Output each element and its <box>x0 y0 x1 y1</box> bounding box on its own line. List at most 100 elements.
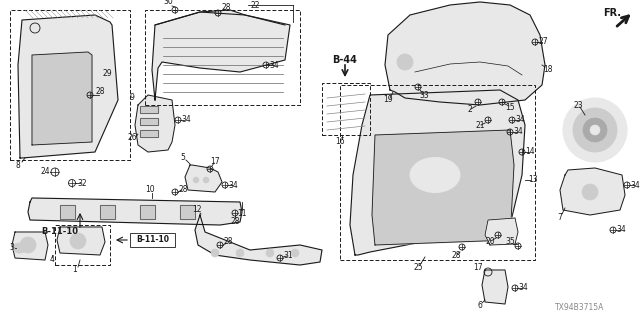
Circle shape <box>573 108 617 152</box>
Text: 18: 18 <box>543 66 553 75</box>
Ellipse shape <box>13 243 27 253</box>
Polygon shape <box>32 52 92 145</box>
FancyBboxPatch shape <box>130 233 175 247</box>
Polygon shape <box>350 90 525 255</box>
Text: 28: 28 <box>451 251 461 260</box>
Bar <box>140 205 155 219</box>
Text: 30: 30 <box>163 0 173 6</box>
Polygon shape <box>385 2 545 105</box>
Text: 33: 33 <box>419 91 429 100</box>
Text: 9: 9 <box>129 93 134 102</box>
Circle shape <box>236 249 244 257</box>
Bar <box>10 10 130 160</box>
Circle shape <box>70 233 86 249</box>
Text: FR.: FR. <box>603 8 621 18</box>
Circle shape <box>563 98 627 162</box>
Circle shape <box>211 249 219 257</box>
Text: 1: 1 <box>72 266 77 275</box>
Text: TX94B3715A: TX94B3715A <box>556 303 605 313</box>
Bar <box>322 83 370 135</box>
Text: 34: 34 <box>515 116 525 124</box>
Polygon shape <box>372 130 514 245</box>
Text: 14: 14 <box>525 148 535 156</box>
Text: B-11-10: B-11-10 <box>136 236 170 244</box>
Text: 32: 32 <box>77 179 87 188</box>
Text: 17: 17 <box>473 263 483 273</box>
Text: 4: 4 <box>49 255 54 265</box>
Bar <box>180 205 195 219</box>
Bar <box>140 130 158 137</box>
Bar <box>60 205 75 219</box>
Text: 16: 16 <box>335 138 345 147</box>
Text: B-44: B-44 <box>333 55 357 65</box>
Text: 17: 17 <box>210 156 220 165</box>
Text: 11: 11 <box>237 209 247 218</box>
Text: 12: 12 <box>192 205 202 214</box>
Text: 34: 34 <box>616 226 626 235</box>
Circle shape <box>266 249 274 257</box>
Circle shape <box>590 125 600 135</box>
Text: 34: 34 <box>518 284 528 292</box>
Text: 2: 2 <box>468 106 472 115</box>
Text: 23: 23 <box>573 100 583 109</box>
Text: 26: 26 <box>127 132 137 141</box>
Bar <box>140 130 158 137</box>
Text: 34: 34 <box>228 180 238 189</box>
Text: 27: 27 <box>538 37 548 46</box>
Polygon shape <box>560 168 625 215</box>
Polygon shape <box>135 95 175 152</box>
Polygon shape <box>57 227 105 255</box>
Polygon shape <box>485 218 518 245</box>
Text: 5: 5 <box>180 154 186 163</box>
Ellipse shape <box>410 157 460 193</box>
Text: 21: 21 <box>476 122 484 131</box>
Bar <box>145 10 300 105</box>
Circle shape <box>583 118 607 142</box>
Bar <box>340 85 535 260</box>
Text: 34: 34 <box>269 60 279 69</box>
Text: 31: 31 <box>283 251 293 260</box>
Bar <box>180 205 195 219</box>
Polygon shape <box>482 270 508 304</box>
Text: 19: 19 <box>383 95 393 105</box>
Bar <box>55 225 110 265</box>
Bar <box>140 106 158 113</box>
Text: 8: 8 <box>15 161 20 170</box>
Text: 35: 35 <box>505 237 515 246</box>
Text: 29: 29 <box>102 68 112 77</box>
Bar <box>140 205 155 219</box>
Circle shape <box>20 237 36 253</box>
Circle shape <box>203 177 209 183</box>
Text: 22: 22 <box>250 1 260 10</box>
Text: 3: 3 <box>10 244 15 252</box>
Bar <box>60 205 75 219</box>
Text: 34: 34 <box>513 127 523 137</box>
Text: 28: 28 <box>223 237 233 246</box>
Circle shape <box>193 177 199 183</box>
Polygon shape <box>18 15 118 158</box>
Text: 34: 34 <box>630 180 640 189</box>
Circle shape <box>397 54 413 70</box>
Polygon shape <box>28 198 242 225</box>
Polygon shape <box>185 165 222 192</box>
Text: 28: 28 <box>95 87 105 97</box>
Bar <box>100 205 115 219</box>
Polygon shape <box>152 10 290 100</box>
Text: 34: 34 <box>181 116 191 124</box>
Bar <box>100 205 115 219</box>
Circle shape <box>582 184 598 200</box>
Polygon shape <box>195 215 322 265</box>
Circle shape <box>291 249 299 257</box>
Text: 28: 28 <box>221 4 231 12</box>
Text: 24: 24 <box>40 167 50 177</box>
Text: 28: 28 <box>230 218 240 227</box>
Bar <box>140 106 158 113</box>
Text: 6: 6 <box>477 300 483 309</box>
Polygon shape <box>12 232 48 260</box>
Text: 10: 10 <box>145 186 155 195</box>
Text: B-11-10: B-11-10 <box>42 228 79 236</box>
Text: 15: 15 <box>505 102 515 111</box>
Bar <box>140 118 158 125</box>
Bar <box>140 118 158 125</box>
Text: 25: 25 <box>413 263 423 273</box>
